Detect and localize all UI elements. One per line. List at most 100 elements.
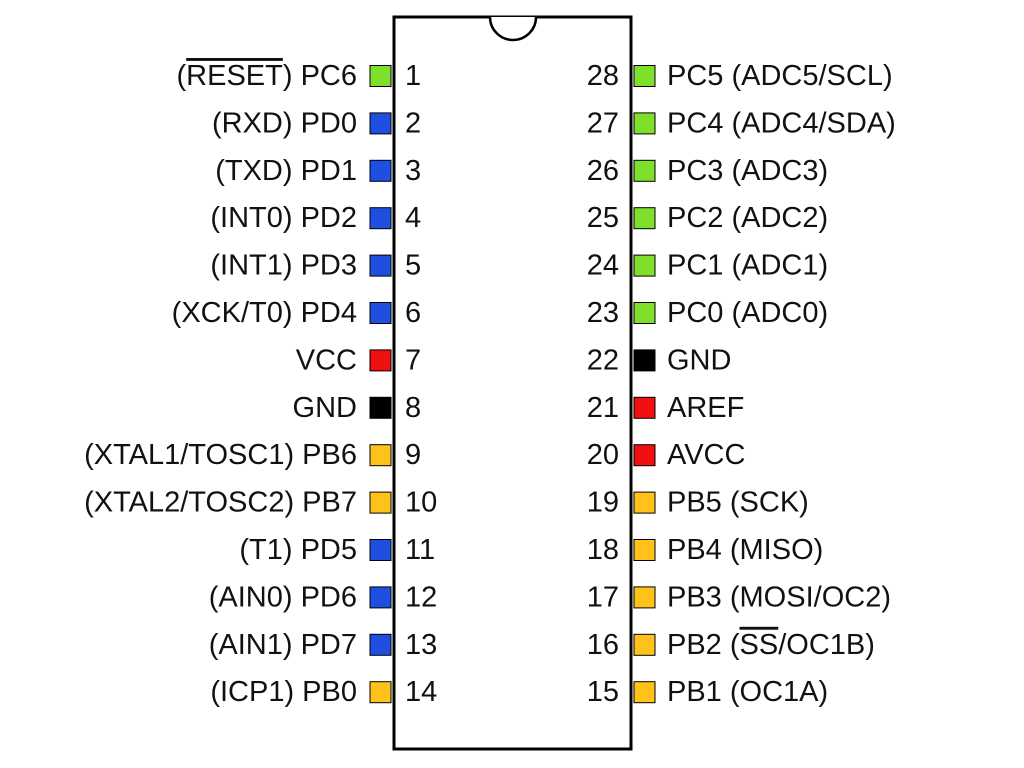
pin-6-pad bbox=[369, 302, 392, 324]
pin-label-text: (INT0) PD2 bbox=[210, 202, 357, 234]
right-pin-label: PC0 (ADC0) bbox=[667, 297, 828, 329]
pin-row-6: 6 (XCK/T0) PD4 bbox=[172, 297, 421, 329]
pin-row-24: 24 PC1 (ADC1) bbox=[587, 250, 828, 282]
left-pin-label: (INT1) PD3 bbox=[210, 250, 357, 282]
pin-row-14: 14 (ICP1) PB0 bbox=[210, 676, 437, 708]
pin-number: 11 bbox=[405, 534, 435, 566]
left-pin-column: 1 (RESET) PC6 2 (RXD) PD0 3 (TXD) PD1 4 (INT0) … bbox=[84, 60, 437, 708]
pin-number: 15 bbox=[587, 676, 619, 708]
right-pin-label: GND bbox=[667, 344, 731, 376]
pin-row-12: 12 (AIN0) PD6 bbox=[209, 581, 438, 613]
pin-22-pad bbox=[633, 349, 656, 372]
pin-24-pad bbox=[633, 254, 656, 277]
pin-label-text: (TXD) PD1 bbox=[215, 155, 357, 187]
pin-row-13: 13 (AIN1) PD7 bbox=[209, 629, 438, 661]
pin-label-text: (T1) PD5 bbox=[239, 534, 357, 566]
pin-label-text: (ICP1) PB0 bbox=[210, 676, 357, 708]
right-pin-label: PC3 (ADC3) bbox=[667, 155, 828, 187]
pin-20-pad bbox=[633, 444, 656, 467]
pin-3-pad bbox=[369, 159, 392, 182]
pin-number: 10 bbox=[405, 487, 437, 519]
pin-row-27: 27 PC4 (ADC4/SDA) bbox=[587, 107, 896, 139]
pin-label-text: (RXD) PD0 bbox=[212, 107, 357, 139]
pin-label-text: (AIN0) PD6 bbox=[209, 581, 357, 613]
pin-label-text: PC1 (ADC1) bbox=[667, 250, 828, 282]
right-pin-label: PB5 (SCK) bbox=[667, 487, 809, 519]
pin-8-pad bbox=[369, 396, 392, 419]
pin-label-text: /OC1B) bbox=[778, 629, 875, 661]
pin-number: 21 bbox=[587, 392, 619, 424]
chip-body bbox=[392, 15, 633, 751]
pin-label-text: PC5 (ADC5/SCL) bbox=[667, 60, 893, 92]
left-pin-label: (T1) PD5 bbox=[239, 534, 357, 566]
pin-row-16: 16 PB2 (SS/OC1B) bbox=[587, 629, 875, 661]
pin-26-pad bbox=[633, 159, 656, 182]
pin-label-text: PC4 (ADC4/SDA) bbox=[667, 107, 896, 139]
pin-number: 23 bbox=[587, 297, 619, 329]
left-pin-label: (TXD) PD1 bbox=[215, 155, 357, 187]
pin-number: 14 bbox=[405, 676, 437, 708]
pin-row-17: 17 PB3 (MOSI/OC2) bbox=[587, 581, 891, 613]
pin-number: 24 bbox=[587, 250, 619, 282]
pin-label-text: PC0 (ADC0) bbox=[667, 297, 828, 329]
pin-10-pad bbox=[369, 491, 392, 514]
chip-package bbox=[392, 15, 633, 751]
left-pin-label: (RESET) PC6 bbox=[177, 60, 358, 92]
pin-number: 8 bbox=[405, 392, 421, 424]
right-pin-label: AVCC bbox=[667, 439, 745, 471]
pin-row-23: 23 PC0 (ADC0) bbox=[587, 297, 828, 329]
left-pin-label: (XCK/T0) PD4 bbox=[172, 297, 357, 329]
left-pin-label: (AIN1) PD7 bbox=[209, 629, 357, 661]
pin-number: 13 bbox=[405, 629, 437, 661]
pin-number: 3 bbox=[405, 155, 421, 187]
pin-11-pad bbox=[369, 539, 392, 561]
pin-row-3: 3 (TXD) PD1 bbox=[215, 155, 421, 187]
pin-27-pad bbox=[633, 112, 656, 135]
pin-label-text: GND bbox=[293, 392, 357, 424]
pin-row-2: 2 (RXD) PD0 bbox=[212, 107, 421, 139]
pin-label-text: PB2 ( bbox=[667, 629, 740, 661]
pin-16-pad bbox=[633, 633, 656, 656]
pin-row-15: 15 PB1 (OC1A) bbox=[587, 676, 828, 708]
right-pin-label: PC5 (ADC5/SCL) bbox=[667, 60, 893, 92]
pin-row-4: 4 (INT0) PD2 bbox=[210, 202, 421, 234]
pin-label-text: PC3 (ADC3) bbox=[667, 155, 828, 187]
pin-number: 26 bbox=[587, 155, 619, 187]
pin-12-pad bbox=[369, 586, 392, 609]
pin-label-text: PC2 (ADC2) bbox=[667, 202, 828, 234]
right-pin-label: AREF bbox=[667, 392, 744, 424]
pin-7-pad bbox=[369, 349, 392, 372]
pin-number: 22 bbox=[587, 344, 619, 376]
pin-row-10: 10 (XTAL2/TOSC2) PB7 bbox=[84, 487, 437, 519]
pin-label-text: (XCK/T0) PD4 bbox=[172, 297, 357, 329]
left-pin-label: (XTAL1/TOSC1) PB6 bbox=[84, 439, 357, 471]
pin-number: 19 bbox=[587, 487, 619, 519]
pin-label-text: PB5 (SCK) bbox=[667, 487, 809, 519]
pin-label-text: ( bbox=[177, 60, 187, 92]
pin-23-pad bbox=[633, 302, 656, 324]
pin-label-text: VCC bbox=[296, 344, 357, 376]
pin-row-21: 21 AREF bbox=[587, 392, 745, 424]
chip-notch bbox=[488, 16, 538, 42]
left-pin-label: VCC bbox=[296, 344, 357, 376]
pin-label-text: (XTAL1/TOSC1) PB6 bbox=[84, 439, 357, 471]
pin-9-pad bbox=[369, 444, 392, 467]
pin-row-1: 1 (RESET) PC6 bbox=[177, 60, 422, 92]
pin-4-pad bbox=[369, 207, 392, 230]
pin-label-text: GND bbox=[667, 344, 731, 376]
pin-number: 27 bbox=[587, 107, 619, 139]
pin-1-pad bbox=[369, 65, 392, 87]
pin-number: 6 bbox=[405, 297, 421, 329]
left-pin-label: (RXD) PD0 bbox=[212, 107, 357, 139]
right-pin-label: PB1 (OC1A) bbox=[667, 676, 828, 708]
pin-15-pad bbox=[633, 681, 656, 704]
pin-number: 9 bbox=[405, 439, 421, 471]
pin-14-pad bbox=[369, 681, 392, 704]
pin-18-pad bbox=[633, 539, 656, 561]
pin-number: 16 bbox=[587, 629, 619, 661]
pin-number: 28 bbox=[587, 60, 619, 92]
right-pin-label: PC2 (ADC2) bbox=[667, 202, 828, 234]
pin-row-26: 26 PC3 (ADC3) bbox=[587, 155, 828, 187]
pin-label-text: ) PC6 bbox=[283, 60, 357, 92]
